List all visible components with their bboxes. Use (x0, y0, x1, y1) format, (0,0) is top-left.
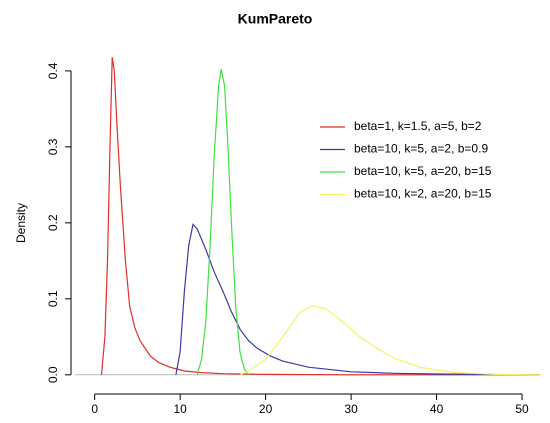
x-tick-label: 40 (430, 402, 444, 416)
legend-label: beta=1, k=1.5, a=5, b=2 (354, 119, 482, 133)
y-tick-label: 0.4 (46, 62, 60, 79)
legend-label: beta=10, k=2, a=20, b=15 (354, 187, 492, 201)
series-line (239, 305, 540, 376)
y-axis-label: Density (14, 203, 28, 243)
x-tick-label: 10 (173, 402, 187, 416)
x-tick-label: 30 (344, 402, 358, 416)
legend-label: beta=10, k=5, a=2, b=0.9 (354, 142, 488, 156)
x-tick-label: 0 (91, 402, 98, 416)
y-tick-label: 0.0 (46, 366, 60, 383)
chart-title: KumPareto (238, 11, 313, 27)
legend-label: beta=10, k=5, a=20, b=15 (354, 164, 492, 178)
y-tick-label: 0.1 (46, 290, 60, 307)
series-line (175, 223, 540, 376)
y-tick-label: 0.2 (46, 214, 60, 231)
x-tick-label: 20 (259, 402, 273, 416)
series-line (196, 69, 249, 376)
x-tick-label: 50 (515, 402, 529, 416)
series-line (100, 57, 540, 376)
y-tick-label: 0.3 (46, 138, 60, 155)
